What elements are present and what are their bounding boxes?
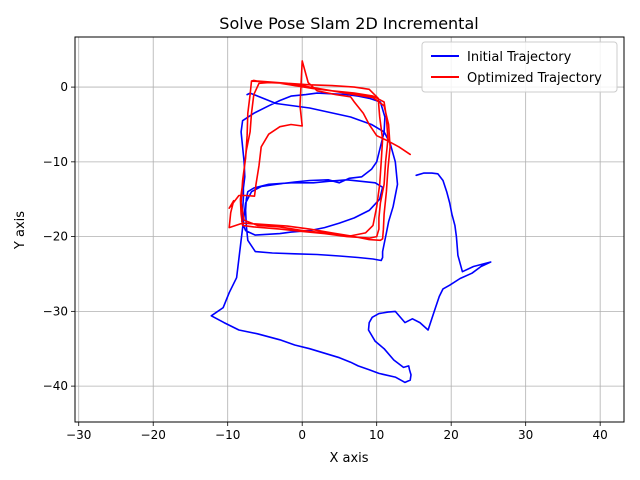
optimized-trajectory-line [228, 60, 412, 242]
y-axis-label: Y axis [13, 211, 28, 250]
x-tick-label: 0 [298, 428, 306, 442]
series-layer [210, 60, 492, 384]
legend-label-initial: Initial Trajectory [467, 50, 572, 65]
legend: Initial Trajectory Optimized Trajectory [421, 41, 618, 93]
initial-trajectory-line [210, 92, 492, 384]
y-tick-label: −20 [43, 230, 68, 244]
x-tick-label: 20 [444, 428, 459, 442]
x-tick-label: −30 [66, 428, 91, 442]
chart-title: Solve Pose Slam 2D Incremental [219, 14, 478, 33]
plot-area [210, 60, 492, 384]
x-tick-label: −20 [141, 428, 166, 442]
x-axis-label: X axis [329, 451, 368, 466]
legend-label-optimized: Optimized Trajectory [467, 71, 602, 86]
x-tick-label: 30 [518, 428, 533, 442]
x-tick-label: −10 [215, 428, 240, 442]
y-tick-label: −30 [43, 304, 68, 318]
legend-box [421, 41, 618, 93]
y-axis-ticks: −40 −30 −20 −10 0 [43, 80, 75, 393]
y-tick-label: 0 [60, 80, 68, 94]
x-tick-label: 40 [593, 428, 608, 442]
x-axis-ticks: −30 −20 −10 0 10 20 30 40 [66, 422, 608, 442]
y-tick-label: −40 [43, 379, 68, 393]
y-tick-label: −10 [43, 155, 68, 169]
plot-frame [74, 36, 625, 423]
x-tick-label: 10 [369, 428, 384, 442]
